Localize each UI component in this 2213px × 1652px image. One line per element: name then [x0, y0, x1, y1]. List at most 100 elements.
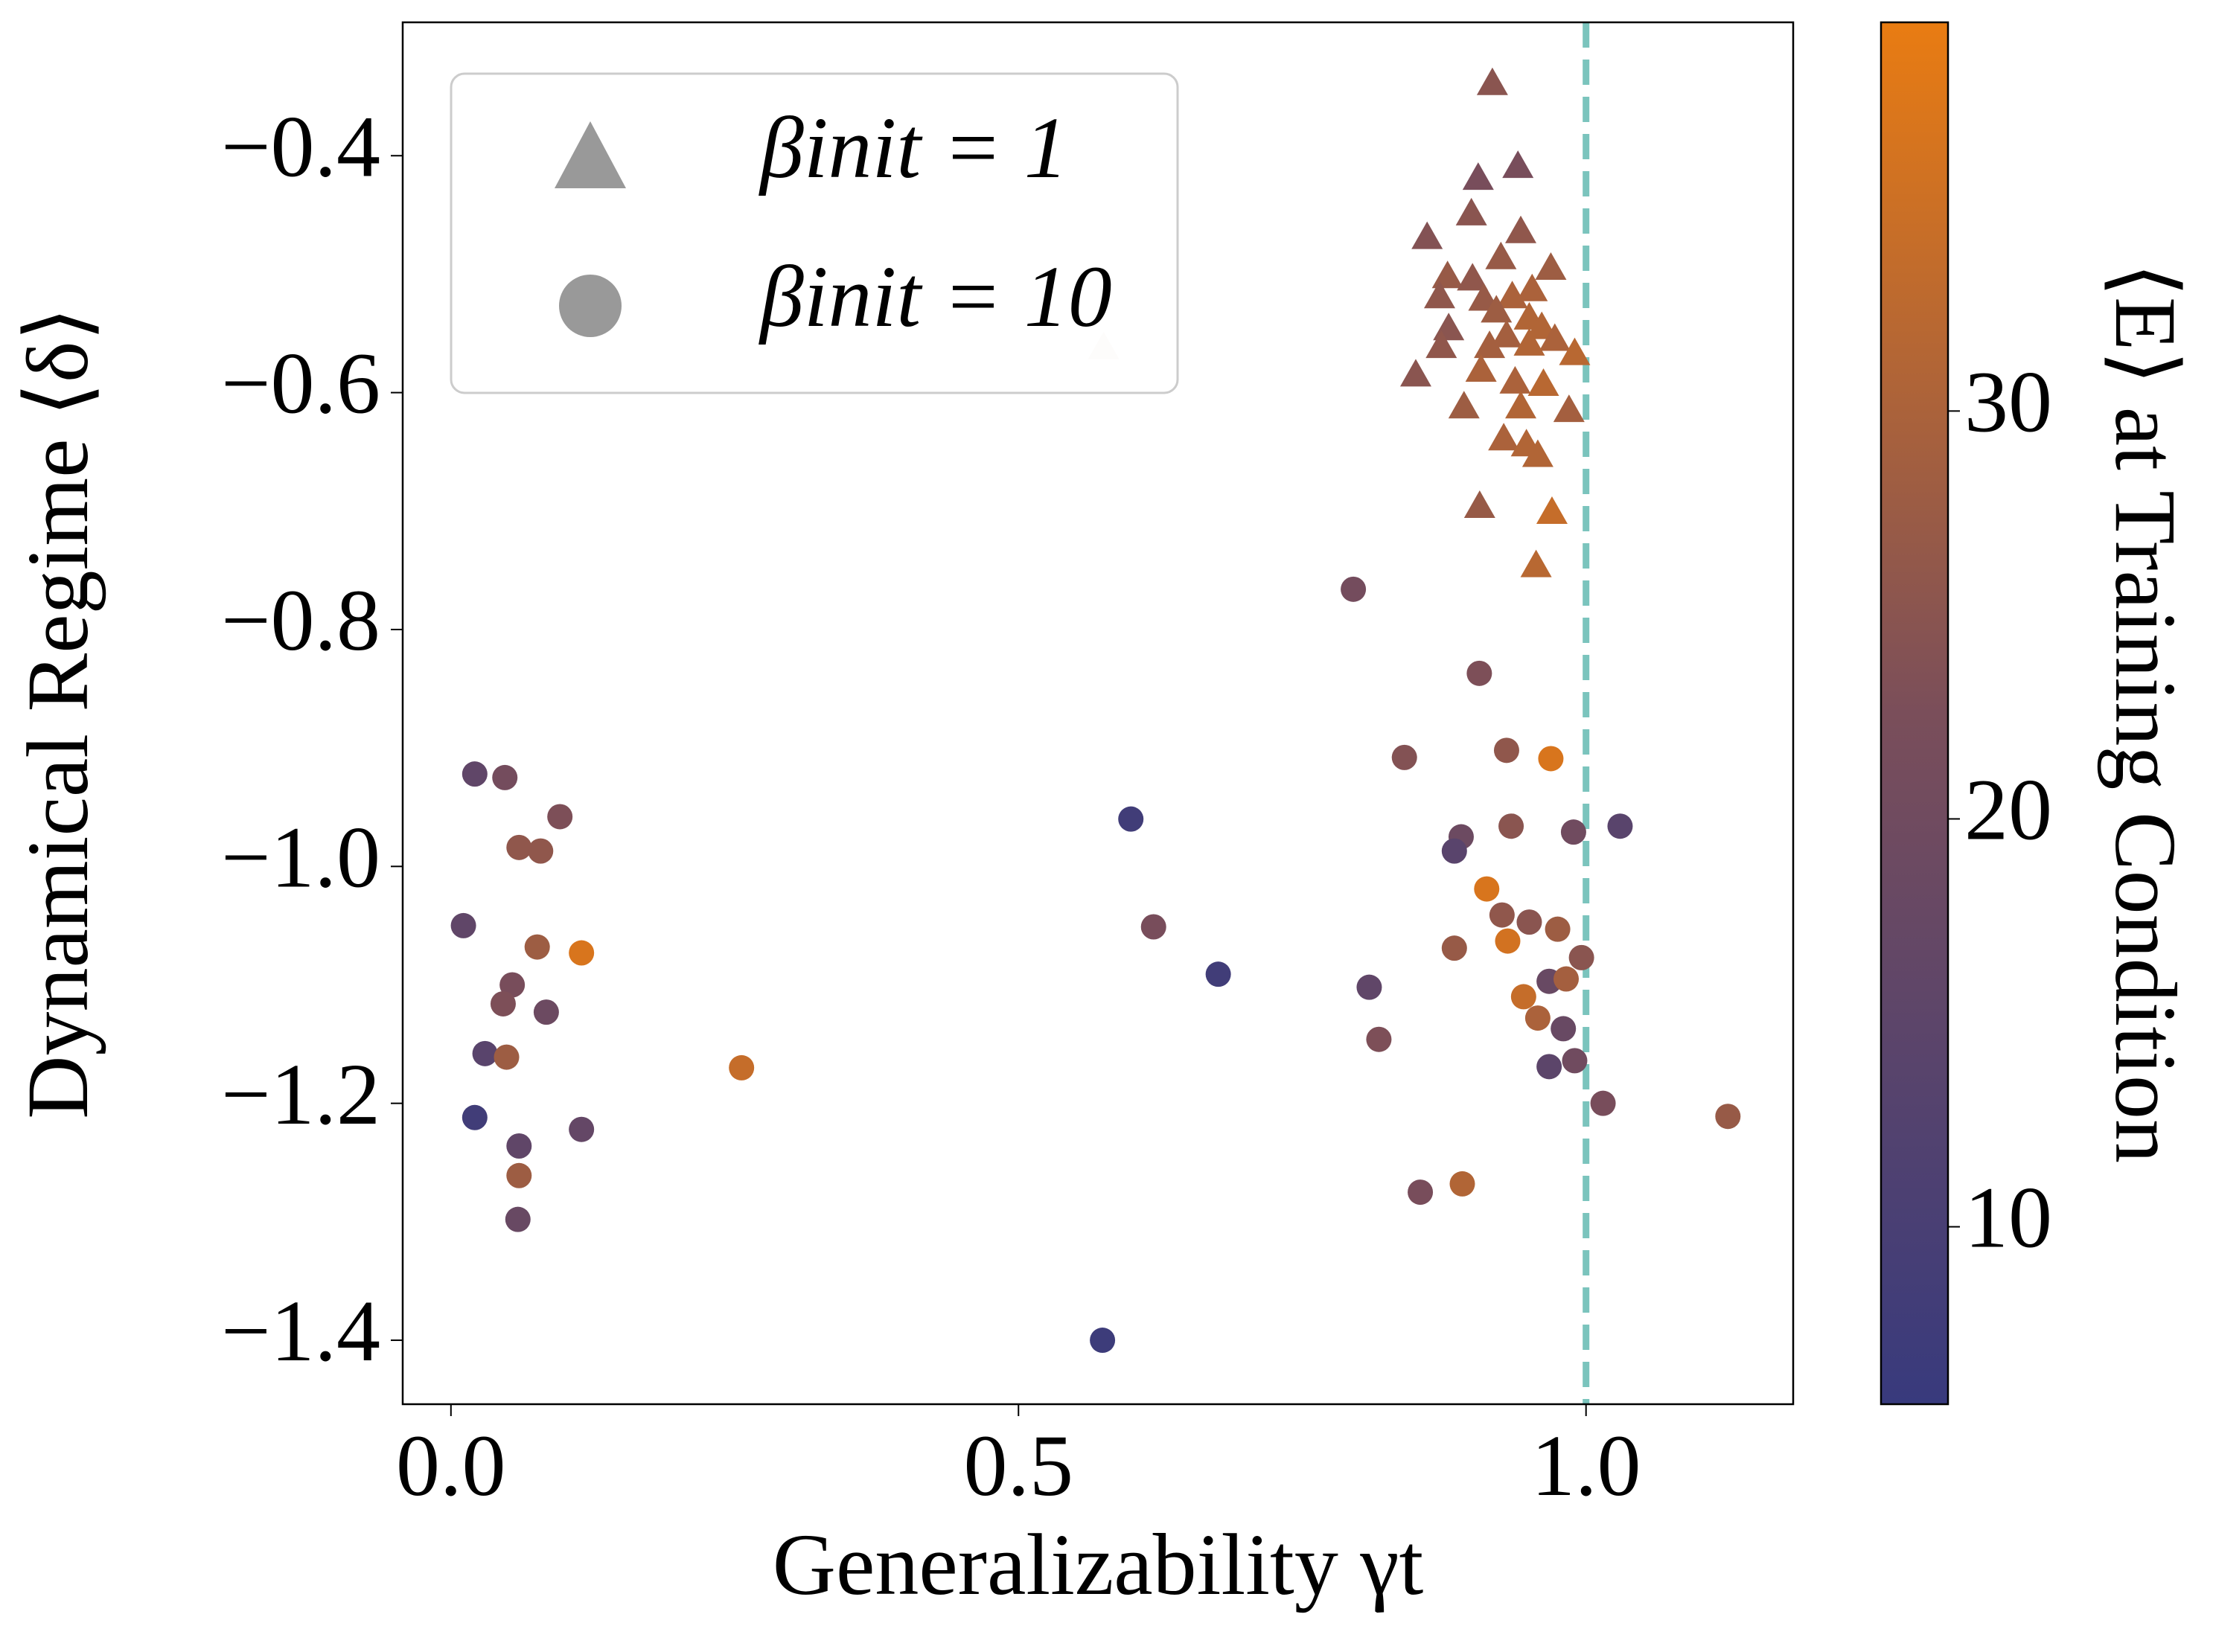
- circle-point: [569, 1116, 595, 1142]
- circle-point: [1466, 660, 1492, 686]
- triangle-point: [1399, 359, 1431, 387]
- triangle-point: [1476, 67, 1508, 95]
- circle-point: [1391, 744, 1417, 770]
- circle-point: [1510, 984, 1536, 1010]
- circle-point: [1118, 806, 1144, 832]
- triangle-point: [1535, 252, 1567, 281]
- triangle-point: [1481, 295, 1513, 323]
- triangle-point: [1536, 496, 1568, 524]
- circle-point: [533, 999, 559, 1025]
- colorbar-label: ⟨E⟩ at Training Condition: [2097, 263, 2194, 1163]
- triangle-point: [1433, 313, 1465, 341]
- circle-point: [1538, 746, 1564, 772]
- y-tick-label: −0.4: [221, 97, 380, 195]
- x-tick-label: 1.0: [1531, 1417, 1641, 1514]
- colorbar-tick-label: 30: [1964, 353, 2052, 450]
- circle-point: [569, 940, 595, 966]
- triangle-point: [1457, 263, 1489, 291]
- x-axis-label: Generalizability γt: [773, 1516, 1424, 1613]
- triangle-point: [1411, 221, 1443, 249]
- triangle-point: [1488, 423, 1520, 451]
- circle-point: [1524, 1005, 1551, 1031]
- circle-point: [505, 1206, 531, 1232]
- legend-marker: [559, 275, 622, 337]
- circle-point: [1516, 909, 1542, 935]
- colorbar: [1880, 21, 1949, 1406]
- circle-point: [1562, 1048, 1588, 1074]
- circle-point: [494, 1044, 520, 1070]
- triangle-point: [1455, 197, 1487, 225]
- circle-point: [1493, 737, 1519, 763]
- circle-point: [1366, 1026, 1392, 1052]
- legend-marker: [555, 121, 626, 188]
- circle-point: [1205, 961, 1231, 987]
- circle-point: [1590, 1090, 1616, 1116]
- circle-point: [1356, 974, 1382, 1000]
- triangle-point: [1526, 311, 1558, 339]
- circle-point: [1560, 819, 1586, 845]
- x-tick-label: 0.5: [964, 1417, 1074, 1514]
- circle-point: [1474, 876, 1500, 902]
- circle-point: [1441, 838, 1467, 864]
- circle-point: [1341, 576, 1367, 602]
- legend-box: [450, 72, 1179, 394]
- triangle-point: [1463, 490, 1495, 519]
- triangle-point: [1516, 273, 1548, 301]
- y-tick-label: −0.8: [221, 572, 380, 669]
- colorbar-tick-label: 20: [1964, 761, 2052, 859]
- triangle-point: [1499, 365, 1531, 394]
- circle-point: [1568, 944, 1594, 970]
- circle-point: [1489, 902, 1515, 928]
- y-axis-label: Dynamical Regime ⟨δ⟩: [9, 307, 106, 1118]
- circle-point: [729, 1054, 755, 1080]
- circle-point: [506, 1133, 532, 1159]
- triangle-point: [1423, 281, 1455, 309]
- y-tick-label: −0.6: [221, 335, 380, 432]
- triangle-point: [1520, 549, 1552, 577]
- circle-point: [1090, 1328, 1116, 1354]
- triangle-point: [1527, 368, 1559, 397]
- circle-point: [547, 804, 573, 830]
- circle-point: [1140, 914, 1166, 940]
- circle-point: [1545, 916, 1571, 942]
- circle-point: [1449, 1171, 1475, 1197]
- circle-point: [524, 934, 550, 960]
- circle-point: [462, 1104, 488, 1130]
- circle-point: [492, 764, 518, 790]
- triangle-point: [1465, 353, 1497, 382]
- triangle-point: [1425, 330, 1457, 359]
- circle-point: [1607, 813, 1633, 839]
- triangle-point: [1474, 330, 1506, 359]
- plot-frame: [401, 21, 1795, 1406]
- circle-point: [1498, 813, 1524, 839]
- triangle-point: [1462, 162, 1494, 191]
- triangle-point: [1513, 327, 1545, 356]
- x-tick-label: 0.0: [396, 1417, 506, 1514]
- y-tick-label: −1.0: [221, 808, 380, 906]
- triangle-point: [1505, 215, 1537, 243]
- circle-point: [1715, 1104, 1741, 1130]
- circle-point: [499, 972, 526, 998]
- triangle-point: [1496, 281, 1528, 309]
- circle-point: [450, 912, 476, 938]
- legend-label: βinit = 10: [759, 248, 1112, 345]
- triangle-point: [1431, 260, 1463, 289]
- triangle-point: [1490, 319, 1522, 348]
- circle-point: [506, 1162, 532, 1188]
- circle-point: [1553, 966, 1580, 992]
- circle-point: [462, 761, 488, 787]
- triangle-point: [1521, 439, 1553, 467]
- triangle-point: [1505, 391, 1537, 419]
- triangle-point: [1485, 241, 1517, 269]
- circle-point: [528, 838, 554, 864]
- circle-point: [1441, 935, 1467, 961]
- circle-point: [1551, 1016, 1577, 1042]
- legend-label: βinit = 1: [759, 99, 1068, 196]
- triangle-point: [1553, 394, 1585, 423]
- triangle-point: [1559, 337, 1591, 365]
- circle-point: [1408, 1179, 1434, 1206]
- colorbar-tick-label: 10: [1964, 1169, 2052, 1267]
- triangle-point: [1539, 323, 1571, 351]
- circle-point: [490, 990, 516, 1017]
